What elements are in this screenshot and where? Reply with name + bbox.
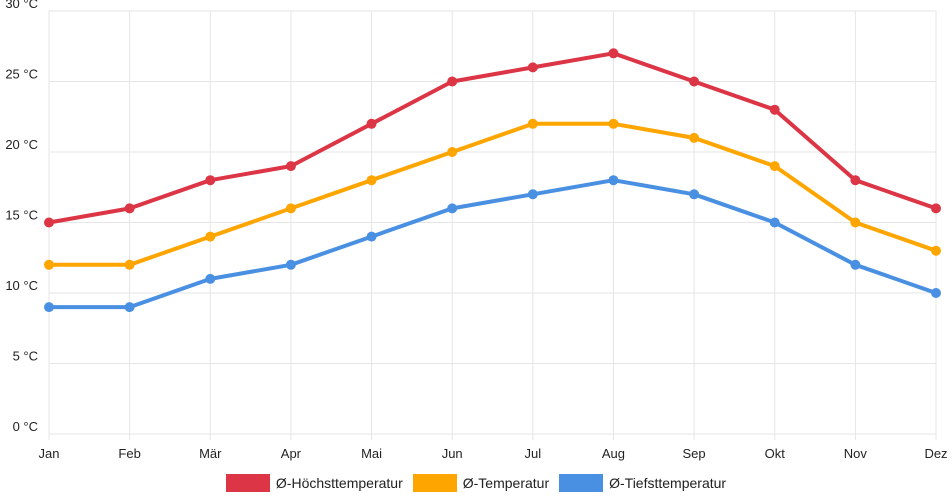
series-1 (44, 118, 941, 270)
series-line (47, 51, 938, 225)
axes: 0 °C 5 °C 10 °C 15 °C 20 °C 25 °C 30 °C Jan Feb M… (5, 0, 947, 461)
data-point[interactable] (366, 231, 377, 242)
series (44, 48, 941, 313)
data-point[interactable] (608, 118, 619, 129)
data-point[interactable] (527, 118, 538, 129)
data-point[interactable] (769, 161, 780, 172)
data-point[interactable] (447, 147, 458, 157)
data-point[interactable] (931, 245, 941, 256)
data-point[interactable] (689, 189, 700, 200)
data-point[interactable] (285, 259, 296, 270)
data-point[interactable] (527, 189, 538, 200)
y-tick-label: 30 °C (5, 0, 38, 11)
legend-swatch-high (225, 474, 270, 492)
x-tick-label: Jan (39, 446, 60, 461)
data-point[interactable] (769, 217, 780, 228)
legend-label-low: Ø-Tiefsttemperatur (609, 475, 727, 491)
series-2 (44, 175, 941, 313)
x-tick-label: Okt (765, 446, 786, 461)
data-point[interactable] (689, 76, 700, 87)
data-point[interactable] (608, 48, 619, 59)
data-point[interactable] (205, 273, 216, 284)
data-point[interactable] (931, 288, 941, 298)
y-tick-label: 20 °C (5, 137, 38, 152)
y-tick-label: 15 °C (5, 208, 38, 223)
data-point[interactable] (124, 259, 135, 270)
data-point[interactable] (285, 161, 296, 172)
data-point[interactable] (44, 217, 54, 228)
data-point[interactable] (689, 132, 700, 143)
x-tick-label: Nov (844, 446, 868, 461)
x-tick-label: Sep (683, 446, 706, 461)
data-point[interactable] (527, 62, 538, 73)
series-line (47, 121, 938, 267)
temperature-line-chart: 0 °C 5 °C 10 °C 15 °C 20 °C 25 °C 30 °C Jan Feb M… (5, 0, 947, 461)
data-point[interactable] (608, 175, 619, 186)
legend-swatch-low (559, 474, 604, 492)
data-point[interactable] (44, 259, 54, 270)
x-tick-label: Jul (525, 446, 542, 461)
x-tick-label: Jun (442, 446, 463, 461)
series-0 (44, 48, 941, 228)
data-point[interactable] (769, 104, 780, 115)
data-point[interactable] (124, 203, 135, 214)
data-point[interactable] (850, 175, 861, 186)
data-point[interactable] (205, 175, 216, 186)
x-tick-label: Dez (924, 446, 947, 461)
y-tick-label: 25 °C (5, 67, 38, 82)
x-tick-label: Aug (602, 446, 625, 461)
data-point[interactable] (447, 203, 458, 214)
data-point[interactable] (366, 118, 377, 129)
legend-swatch-mean (412, 474, 457, 492)
x-tick-label: Mär (199, 446, 222, 461)
legend-label-high: Ø-Höchsttemperatur (275, 475, 403, 491)
legend: Ø-Höchsttemperatur Ø-Temperatur Ø-Tiefst… (0, 470, 952, 496)
data-point[interactable] (124, 302, 135, 313)
y-tick-label: 5 °C (13, 349, 38, 364)
data-point[interactable] (850, 259, 861, 270)
x-tick-label: Mai (361, 446, 382, 461)
x-tick-label: Feb (118, 446, 140, 461)
data-point[interactable] (205, 231, 216, 242)
legend-item-low[interactable]: Ø-Tiefsttemperatur (559, 474, 726, 492)
series-line (47, 178, 938, 310)
legend-label-mean: Ø-Temperatur (462, 475, 550, 491)
y-tick-label: 10 °C (5, 278, 38, 293)
data-point[interactable] (366, 175, 377, 186)
data-point[interactable] (931, 203, 941, 214)
y-tick-label: 0 °C (13, 419, 38, 434)
legend-item-high[interactable]: Ø-Höchsttemperatur (225, 474, 403, 492)
data-point[interactable] (285, 203, 296, 214)
data-point[interactable] (447, 76, 458, 87)
legend-item-mean[interactable]: Ø-Temperatur (412, 474, 550, 492)
data-point[interactable] (850, 217, 861, 228)
x-tick-label: Apr (281, 446, 302, 461)
data-point[interactable] (44, 302, 54, 313)
